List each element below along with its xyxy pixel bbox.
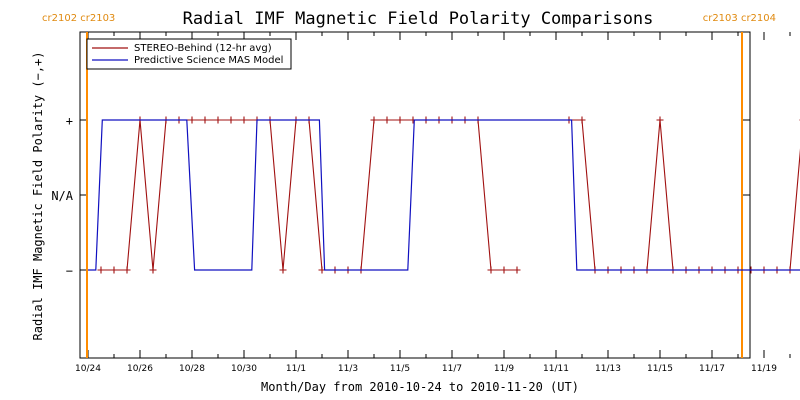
data-point-stereo <box>149 266 157 274</box>
x-tick-label: 11/17 <box>699 364 725 374</box>
data-point-stereo <box>396 116 404 124</box>
carrington-label: cr2102 cr2103 <box>42 13 115 24</box>
y-tick-label: − <box>66 264 73 278</box>
y-axis-label: Radial IMF Magnetic Field Polarity (−,+) <box>31 52 45 341</box>
data-point-stereo <box>656 116 664 124</box>
data-point-stereo <box>123 266 131 274</box>
x-tick-label: 11/5 <box>390 364 410 374</box>
x-tick-label: 11/11 <box>543 364 569 374</box>
legend-label-model: Predictive Science MAS Model <box>134 55 283 66</box>
data-point-stereo <box>110 266 118 274</box>
x-axis-ticks: 10/24 10/26 10/28 10/30 11/1 11/3 11/5 11/7 11/9… <box>75 32 791 374</box>
data-point-stereo <box>227 116 235 124</box>
carrington-label: cr2103 cr2104 <box>703 13 776 24</box>
data-point-stereo <box>370 116 378 124</box>
plot-frame <box>79 31 751 359</box>
series-line-stereo <box>569 119 800 271</box>
x-tick-label: 10/30 <box>231 364 257 374</box>
data-point-stereo <box>97 266 105 274</box>
data-point-stereo <box>201 116 209 124</box>
x-tick-label: 10/24 <box>75 364 101 374</box>
legend-label-stereo: STEREO-Behind (12-hr avg) <box>134 43 272 54</box>
data-point-stereo <box>500 266 508 274</box>
data-point-stereo <box>487 266 495 274</box>
series-line-stereo <box>101 119 517 271</box>
series-mas-model <box>88 119 800 271</box>
x-tick-label: 11/9 <box>494 364 514 374</box>
data-point-stereo <box>279 266 287 274</box>
series-line-model <box>88 119 800 271</box>
y-axis-ticks: − N/A + <box>51 114 750 278</box>
x-tick-label: 11/3 <box>338 364 358 374</box>
series-layer <box>88 116 800 274</box>
carrington-markers: cr2102 cr2103 cr2103 cr2104 <box>42 13 776 358</box>
x-tick-label: 10/26 <box>127 364 153 374</box>
legend: STEREO-Behind (12-hr avg) Predictive Sci… <box>86 38 292 70</box>
x-tick-label: 11/19 <box>751 364 777 374</box>
x-tick-label: 11/1 <box>286 364 306 374</box>
x-tick-label: 11/15 <box>647 364 673 374</box>
data-point-stereo <box>240 116 248 124</box>
series-stereo-behind <box>97 116 800 274</box>
y-tick-label: + <box>66 114 73 128</box>
data-point-stereo <box>578 116 586 124</box>
y-tick-label: N/A <box>51 189 73 203</box>
data-point-stereo <box>513 266 521 274</box>
x-tick-label: 11/13 <box>595 364 621 374</box>
x-tick-label: 11/7 <box>442 364 462 374</box>
chart-title: Radial IMF Magnetic Field Polarity Compa… <box>183 9 654 29</box>
data-point-stereo <box>214 116 222 124</box>
data-point-stereo <box>188 116 196 124</box>
legend-box <box>86 38 292 70</box>
data-point-stereo <box>383 116 391 124</box>
x-axis-label: Month/Day from 2010-10-24 to 2010-11-20 … <box>261 380 579 394</box>
x-tick-label: 10/28 <box>179 364 205 374</box>
